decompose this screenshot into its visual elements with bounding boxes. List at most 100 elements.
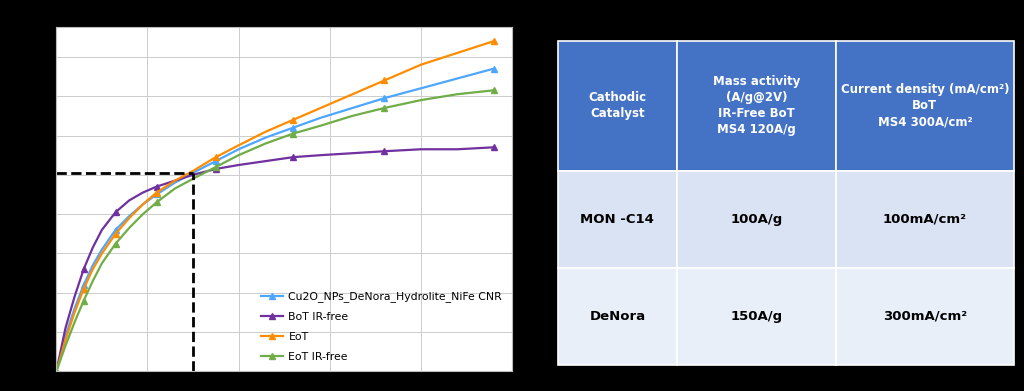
Text: Current density (mA/cm²)
BoT
MS4 300A/cm²: Current density (mA/cm²) BoT MS4 300A/cm… <box>841 83 1010 128</box>
EoT <box>487 39 500 43</box>
EoT <box>151 190 163 195</box>
EoT IR-free <box>169 186 181 191</box>
Text: 100A/g: 100A/g <box>730 213 782 226</box>
EoT <box>110 231 122 236</box>
EoT <box>186 169 199 173</box>
Line: EoT IR-free: EoT IR-free <box>53 87 497 375</box>
Cu2O_NPs_DeNora_Hydrolite_NiFe CNR <box>378 96 390 100</box>
Cu2O_NPs_DeNora_Hydrolite_NiFe CNR <box>123 214 135 219</box>
EoT <box>260 129 272 134</box>
EoT IR-free <box>96 261 109 265</box>
EoT <box>59 338 72 343</box>
EoT <box>232 143 245 148</box>
Cu2O_NPs_DeNora_Hydrolite_NiFe CNR <box>487 66 500 71</box>
EoT <box>123 216 135 221</box>
Text: Cathodic
Catalyst: Cathodic Catalyst <box>588 91 646 120</box>
BoT IR-free <box>314 153 327 158</box>
Bar <box>836 170 1014 267</box>
Bar <box>677 267 836 364</box>
EoT <box>210 155 222 160</box>
BoT IR-free <box>232 163 245 167</box>
EoT IR-free <box>186 176 199 181</box>
BoT IR-free <box>123 198 135 203</box>
EoT IR-free <box>210 165 222 169</box>
Line: Cu2O_NPs_DeNora_Hydrolite_NiFe CNR: Cu2O_NPs_DeNora_Hydrolite_NiFe CNR <box>53 66 497 375</box>
EoT IR-free <box>137 212 150 217</box>
Cu2O_NPs_DeNora_Hydrolite_NiFe CNR <box>314 115 327 120</box>
Cu2O_NPs_DeNora_Hydrolite_NiFe CNR <box>232 147 245 152</box>
Text: 100mA/cm²: 100mA/cm² <box>883 213 967 226</box>
BoT IR-free <box>378 149 390 154</box>
Bar <box>677 41 836 170</box>
EoT IR-free <box>314 123 327 128</box>
Cu2O_NPs_DeNora_Hydrolite_NiFe CNR <box>137 202 150 207</box>
Line: EoT: EoT <box>53 38 497 375</box>
Bar <box>558 41 677 170</box>
EoT <box>452 50 464 55</box>
Cu2O_NPs_DeNora_Hydrolite_NiFe CNR <box>96 247 109 252</box>
EoT <box>169 178 181 183</box>
EoT IR-free <box>260 141 272 146</box>
Cu2O_NPs_DeNora_Hydrolite_NiFe CNR <box>50 369 62 374</box>
EoT IR-free <box>59 344 72 348</box>
BoT IR-free <box>59 326 72 330</box>
EoT IR-free <box>287 131 299 136</box>
EoT IR-free <box>151 200 163 205</box>
BoT IR-free <box>78 267 90 272</box>
BoT IR-free <box>287 155 299 160</box>
EoT <box>69 310 81 315</box>
BoT IR-free <box>96 228 109 232</box>
Line: BoT IR-free: BoT IR-free <box>53 144 497 375</box>
Bar <box>558 170 677 267</box>
BoT IR-free <box>186 172 199 177</box>
Legend: Cu2O_NPs_DeNora_Hydrolite_NiFe CNR, BoT IR-free, EoT, EoT IR-free: Cu2O_NPs_DeNora_Hydrolite_NiFe CNR, BoT … <box>257 287 507 366</box>
BoT IR-free <box>69 294 81 299</box>
EoT <box>346 92 358 97</box>
Bar <box>558 267 677 364</box>
EoT IR-free <box>378 106 390 110</box>
EoT IR-free <box>123 226 135 230</box>
EoT <box>287 117 299 122</box>
EoT <box>137 202 150 207</box>
Text: Mass activity
(A/g@2V)
IR-Free BoT
MS4 120A/g: Mass activity (A/g@2V) IR-Free BoT MS4 1… <box>713 75 800 136</box>
EoT <box>314 106 327 110</box>
EoT IR-free <box>232 153 245 158</box>
BoT IR-free <box>415 147 427 152</box>
BoT IR-free <box>137 190 150 195</box>
Cu2O_NPs_DeNora_Hydrolite_NiFe CNR <box>78 283 90 287</box>
Bar <box>677 170 836 267</box>
Bar <box>836 41 1014 170</box>
EoT <box>96 251 109 256</box>
Cu2O_NPs_DeNora_Hydrolite_NiFe CNR <box>151 192 163 197</box>
EoT IR-free <box>69 320 81 325</box>
EoT <box>378 78 390 83</box>
Text: 150A/g: 150A/g <box>730 310 782 323</box>
Text: DeNora: DeNora <box>589 310 645 323</box>
EoT IR-free <box>110 241 122 246</box>
BoT IR-free <box>260 159 272 163</box>
BoT IR-free <box>346 151 358 156</box>
EoT IR-free <box>452 92 464 97</box>
Cu2O_NPs_DeNora_Hydrolite_NiFe CNR <box>452 76 464 81</box>
EoT <box>50 369 62 374</box>
EoT <box>415 63 427 67</box>
Cu2O_NPs_DeNora_Hydrolite_NiFe CNR <box>260 135 272 140</box>
BoT IR-free <box>151 184 163 189</box>
Cu2O_NPs_DeNora_Hydrolite_NiFe CNR <box>169 180 181 185</box>
Cu2O_NPs_DeNora_Hydrolite_NiFe CNR <box>415 86 427 91</box>
Cu2O_NPs_DeNora_Hydrolite_NiFe CNR <box>346 106 358 110</box>
Cu2O_NPs_DeNora_Hydrolite_NiFe CNR <box>186 170 199 175</box>
BoT IR-free <box>452 147 464 152</box>
Cu2O_NPs_DeNora_Hydrolite_NiFe CNR <box>59 334 72 338</box>
Cu2O_NPs_DeNora_Hydrolite_NiFe CNR <box>87 263 99 267</box>
BoT IR-free <box>87 245 99 250</box>
Bar <box>836 267 1014 364</box>
EoT IR-free <box>415 98 427 102</box>
EoT IR-free <box>87 279 99 283</box>
Cu2O_NPs_DeNora_Hydrolite_NiFe CNR <box>69 306 81 311</box>
EoT <box>87 267 99 272</box>
BoT IR-free <box>210 167 222 171</box>
EoT IR-free <box>78 298 90 303</box>
Text: 300mA/cm²: 300mA/cm² <box>883 310 967 323</box>
BoT IR-free <box>50 369 62 374</box>
